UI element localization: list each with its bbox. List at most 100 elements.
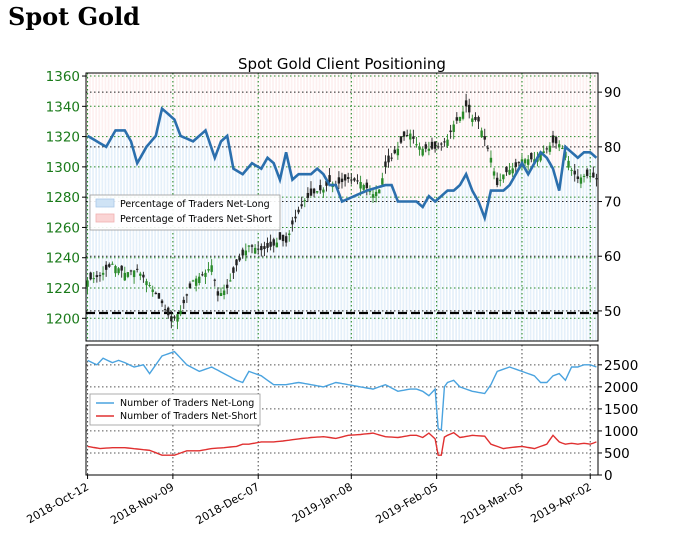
short-fill-bar	[514, 73, 516, 175]
long-fill-bar	[458, 185, 461, 341]
short-fill-bar	[86, 73, 88, 136]
short-fill-bar	[591, 73, 594, 156]
short-fill-bar	[207, 73, 209, 140]
candle-body	[281, 234, 285, 242]
short-fill-bar	[483, 73, 485, 218]
short-fill-bar	[442, 73, 445, 194]
long-fill-bar	[511, 179, 513, 341]
candle-body	[474, 117, 477, 120]
short-fill-bar	[281, 73, 284, 166]
short-fill-bar	[225, 73, 228, 136]
short-fill-bar	[107, 73, 110, 142]
candle-body	[477, 117, 480, 122]
short-fill-bar	[259, 73, 262, 169]
candle-body	[263, 246, 266, 250]
candle-body	[219, 293, 223, 297]
long-fill-bar	[135, 163, 138, 341]
short-fill-bar	[523, 73, 526, 169]
long-fill-bar	[489, 190, 492, 341]
short-fill-bar	[576, 73, 578, 158]
short-fill-bar	[200, 73, 203, 134]
short-fill-bar	[129, 73, 132, 142]
candle-body	[582, 175, 586, 177]
long-fill-bar	[355, 194, 358, 341]
short-fill-bar	[427, 73, 430, 197]
short-fill-bar	[421, 73, 423, 207]
candle-body	[229, 280, 232, 282]
long-fill-bar	[445, 190, 448, 341]
long-fill-bar	[545, 157, 547, 341]
long-fill-bar	[222, 138, 225, 341]
short-fill-bar	[461, 73, 464, 180]
long-fill-bar	[113, 130, 116, 341]
short-fill-bar	[231, 73, 234, 169]
left-tick-label: 1240	[46, 251, 80, 267]
long-fill-bar	[411, 201, 414, 341]
long-fill-bar	[365, 190, 367, 341]
long-fill-bar	[175, 127, 178, 341]
candle-body	[244, 250, 248, 256]
long-fill-bar	[129, 141, 132, 341]
long-fill-bar	[402, 201, 405, 341]
left-tick-label: 1260	[46, 220, 80, 236]
short-fill-bar	[349, 73, 352, 198]
candle-body	[545, 148, 548, 150]
short-fill-bar	[154, 73, 156, 136]
short-fill-bar	[315, 73, 318, 169]
short-fill-bar	[495, 73, 498, 191]
long-fill-bar	[287, 165, 290, 341]
bottom-right-tick-label: 1500	[604, 402, 638, 418]
bottom-right-tick-label: 0	[604, 468, 613, 484]
short-fill-bar	[492, 73, 495, 191]
candle-body	[160, 300, 164, 304]
long-fill-bar	[259, 168, 262, 341]
long-fill-bar	[290, 179, 293, 341]
candle-body	[210, 265, 213, 272]
long-fill-bar	[262, 163, 265, 341]
short-fill-bar	[359, 73, 361, 194]
short-fill-bar	[244, 73, 246, 171]
long-fill-bar	[563, 146, 566, 341]
candle-body	[458, 116, 462, 121]
short-fill-bar	[331, 73, 333, 186]
short-fill-bar	[324, 73, 327, 180]
long-fill-bar	[101, 145, 104, 341]
short-fill-bar	[504, 73, 507, 188]
candle-body	[288, 233, 291, 235]
candle-body	[402, 131, 406, 137]
short-fill-bar	[570, 73, 572, 153]
candle-body	[120, 265, 123, 271]
short-fill-bar	[228, 73, 231, 153]
top-panel: 1200 1220 1240 1260 1280 1300 1320 1340 1360 50 6…	[46, 69, 621, 342]
short-fill-bar	[386, 73, 389, 186]
short-fill-bar	[337, 73, 340, 194]
candle-body	[393, 149, 396, 154]
short-fill-bar	[455, 73, 457, 188]
candle-body	[595, 178, 598, 180]
candle-body	[266, 242, 269, 248]
candle-body	[142, 274, 145, 278]
short-fill-bar	[197, 73, 200, 136]
short-fill-bar	[439, 73, 442, 197]
long-fill-bar	[424, 201, 426, 341]
long-fill-bar	[396, 201, 399, 341]
candle-body	[418, 146, 421, 150]
candle-body	[191, 280, 195, 282]
legend-short-label: Percentage of Traders Net-Short	[120, 214, 272, 225]
candle-body	[464, 100, 468, 107]
candle-body	[486, 147, 490, 149]
short-fill-bar	[424, 73, 426, 202]
long-fill-bar	[374, 187, 377, 341]
long-fill-bar	[89, 137, 91, 341]
candle-body	[325, 181, 328, 186]
long-fill-bar	[418, 204, 420, 341]
candle-body	[163, 309, 167, 311]
short-fill-bar	[219, 73, 222, 142]
short-fill-bar	[464, 73, 467, 175]
candle-body	[111, 263, 114, 265]
long-fill-bar	[557, 190, 560, 341]
candle-body	[576, 176, 580, 179]
long-fill-bar	[582, 152, 585, 341]
long-fill-bar	[414, 201, 417, 341]
left-tick-label: 1300	[46, 160, 80, 176]
